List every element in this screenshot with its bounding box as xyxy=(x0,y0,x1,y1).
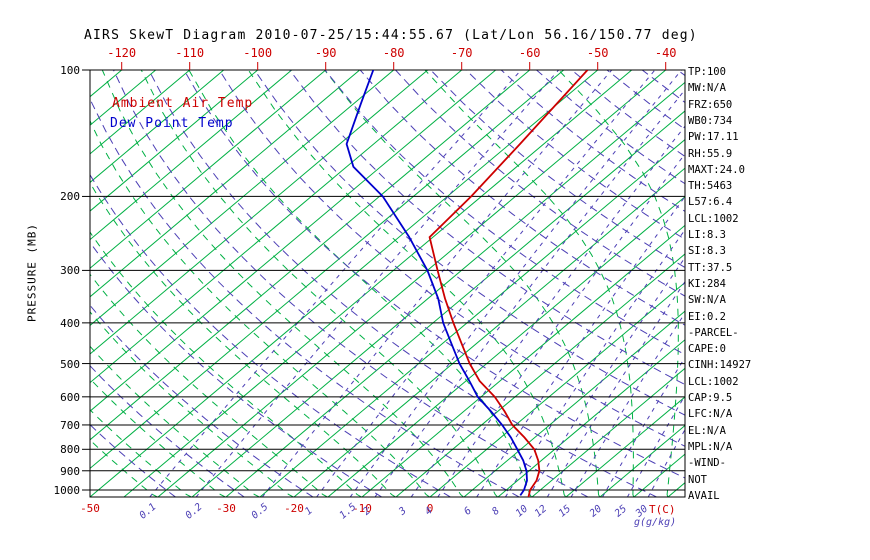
isotherm-line xyxy=(395,253,685,497)
mixing-ratio-line xyxy=(546,280,685,497)
isotherm-line xyxy=(90,70,123,98)
isotherm-line xyxy=(702,70,870,497)
isotherm-line xyxy=(90,70,395,327)
moist-adiabat-line xyxy=(90,119,431,497)
dry-adiabat-line xyxy=(359,70,685,326)
isotherm-line xyxy=(633,453,685,497)
dry-adiabat-line xyxy=(90,173,451,497)
mixing-ratio-line xyxy=(527,256,685,497)
moist-adiabat-line xyxy=(701,70,740,497)
isotherm-line xyxy=(565,396,685,497)
dry-adiabat-line xyxy=(677,70,685,77)
mixing-ratio-line xyxy=(261,70,613,497)
moist-adiabat-line xyxy=(324,70,601,497)
isotherm-line xyxy=(90,70,463,384)
mixing-ratio-line xyxy=(504,228,685,497)
isotherm-line xyxy=(90,70,565,470)
isotherm-line xyxy=(157,70,667,497)
chart-title: AIRS SkewT Diagram 2010-07-25/15:44:55.6… xyxy=(84,28,698,43)
isotherm-line xyxy=(90,70,259,212)
legend-ambient-air-temp: Ambient Air Temp xyxy=(112,96,254,111)
dry-adiabat-line xyxy=(254,70,685,416)
isotherm-line xyxy=(361,224,685,497)
isotherm-line xyxy=(225,110,685,497)
isotherm-line xyxy=(259,138,685,497)
moist-adiabat-line xyxy=(247,70,567,497)
moist-adiabat-line xyxy=(90,439,159,497)
mixing-ratio-line xyxy=(149,70,522,497)
isotherm-line xyxy=(90,70,191,155)
moist-adiabat-line xyxy=(90,231,363,497)
dry-adiabat-line xyxy=(465,70,685,240)
moist-adiabat-line xyxy=(90,181,397,497)
dry-adiabat-line xyxy=(500,70,685,212)
isotherm-line xyxy=(90,70,599,497)
background-lines xyxy=(90,70,870,497)
isotherm-line xyxy=(191,81,685,497)
moist-adiabat-line xyxy=(424,70,635,497)
dry-adiabat-line xyxy=(90,241,383,497)
mixing-ratio-line xyxy=(316,70,656,497)
isotherm-line xyxy=(531,367,685,497)
mixing-ratio-line xyxy=(374,89,685,497)
moist-adiabat-line xyxy=(558,70,679,497)
moist-adiabat-line xyxy=(90,311,295,497)
mixing-ratio-line xyxy=(349,70,682,497)
dry-adiabat-line xyxy=(90,97,520,497)
isotherm-line xyxy=(736,70,870,497)
dry-adiabat-line xyxy=(606,70,685,130)
plot-frame xyxy=(89,69,686,498)
dry-adiabat-line xyxy=(90,365,245,497)
profile-curves xyxy=(345,70,589,497)
dry-adiabat-line xyxy=(148,70,658,497)
mixing-ratio-line xyxy=(647,428,685,497)
moist-adiabat-line xyxy=(90,273,329,497)
moist-adiabat-line xyxy=(140,70,499,497)
isotherm-line xyxy=(90,70,429,355)
legend-dew-point-temp: Dew Point Temp xyxy=(110,116,234,131)
isotherm-line xyxy=(90,70,293,241)
isotherm-line xyxy=(123,70,633,497)
dry-adiabat-line xyxy=(324,70,685,356)
mixing-ratio-line xyxy=(570,312,685,497)
isotherm-line xyxy=(90,70,531,441)
dry-adiabat-line xyxy=(395,70,685,297)
isotherm-line xyxy=(463,310,685,497)
ambient-temp-curve xyxy=(428,70,589,497)
isotherm-line xyxy=(327,196,685,497)
mixing-ratio-line xyxy=(410,125,685,497)
moist-adiabat-line xyxy=(101,70,465,497)
isotherm-line xyxy=(599,424,685,497)
mixing-ratio-line xyxy=(195,70,559,497)
dry-adiabat-line xyxy=(183,70,685,479)
isotherm-line xyxy=(293,167,685,497)
isotherm-line xyxy=(667,482,685,497)
dry-adiabat-line xyxy=(218,70,685,447)
pressure-axis-label: PRESSURE (MB) xyxy=(25,222,39,323)
isotherm-line xyxy=(90,70,327,269)
isotherm-line xyxy=(90,70,361,298)
isotherm-line xyxy=(90,70,497,412)
mixing-ratio-line xyxy=(437,153,685,497)
dew-point-curve xyxy=(345,70,528,496)
dry-adiabat-line xyxy=(90,304,314,497)
dry-adiabat-line xyxy=(113,70,589,497)
isotherm-line xyxy=(90,70,225,184)
dry-adiabat-line xyxy=(289,70,685,386)
